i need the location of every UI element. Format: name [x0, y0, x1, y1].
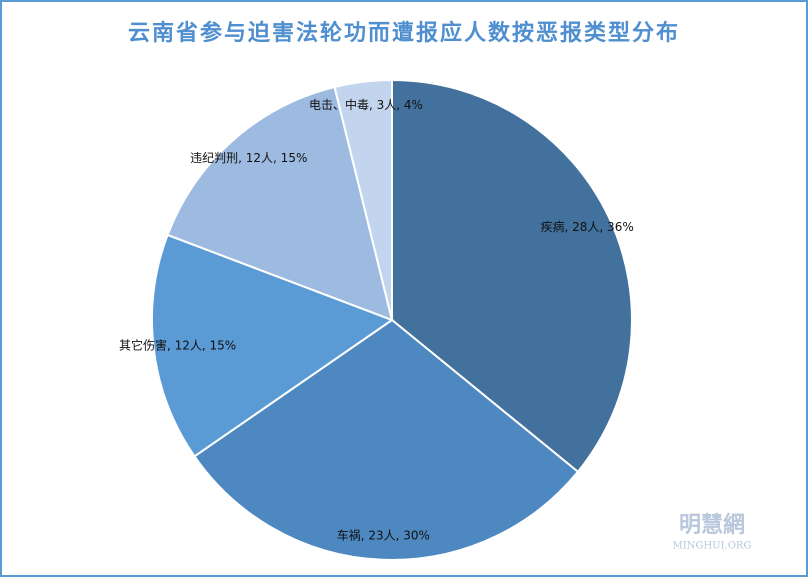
data-label: 违纪判刑, 12人, 15% — [190, 151, 307, 165]
data-label: 车祸, 23人, 30% — [337, 527, 430, 542]
data-label: 其它伤害, 12人, 15% — [119, 338, 236, 353]
pie-slice — [391, 78, 633, 474]
chart-title: 云南省参与迫害法轮功而遭报应人数按恶报类型分布 — [128, 20, 680, 46]
pie-slice — [333, 78, 393, 321]
pie: 疾病, 28人, 36% 车祸, 23人, 30% 其它伤害, 12人, 15% 违纪… — [119, 78, 634, 561]
pie-slice — [166, 85, 394, 322]
pie-slice — [193, 318, 580, 561]
pie-slice — [151, 233, 395, 458]
watermark-sub: MINGHUI.ORG — [673, 541, 752, 552]
watermark: 明慧網 — [679, 512, 745, 538]
data-label: 疾病, 28人, 36% — [541, 219, 634, 234]
data-label: 电击、中毒, 3人, 4% — [309, 97, 423, 112]
